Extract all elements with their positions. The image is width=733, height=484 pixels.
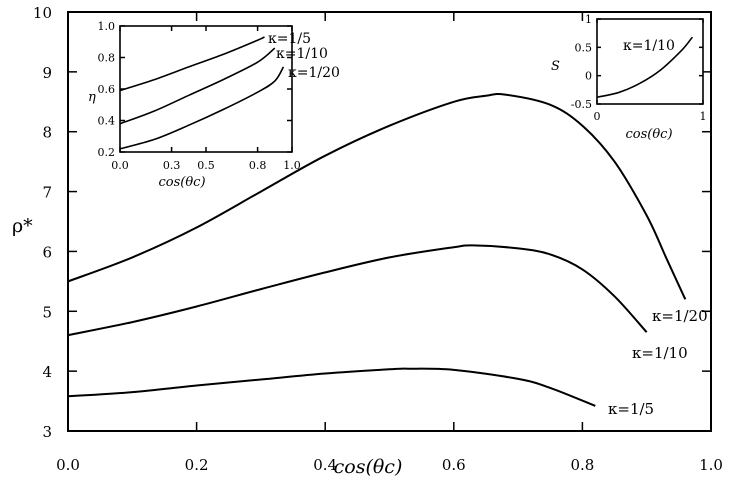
inset-eta-x-tick-label: 0.5: [197, 159, 215, 172]
inset-s-tick-labels: 0 1-0.500.51: [571, 13, 707, 123]
main-plot-frame: [67, 11, 712, 432]
inset-eta-x-tick-label: 0.8: [249, 159, 267, 172]
main-x-tick-label: 0.8: [570, 456, 594, 474]
inset-eta-label-kappa-1-5: κ=1/5: [268, 31, 311, 47]
inset-eta-label-kappa-1-20: κ=1/20: [288, 65, 340, 81]
main-y-tick-label: 3: [42, 423, 52, 441]
main-y-tick-label: 5: [42, 303, 52, 321]
inset-s-x-tick-label: 0: [594, 110, 601, 123]
inset-eta-background: [120, 26, 292, 152]
inset-eta-curves: [119, 36, 285, 150]
inset-s-background: [597, 19, 703, 104]
main-y-tick-label: 10: [33, 4, 52, 22]
inset-eta-y-tick-label: 0.4: [98, 115, 116, 128]
inset-s-curves: [596, 36, 694, 98]
inset-eta-y-tick-label: 1.0: [98, 20, 116, 33]
inset-eta-y-tick-label: 0.2: [98, 146, 116, 159]
main-series-line-2: [67, 244, 648, 337]
main-x-tick-label: 0.4: [313, 456, 337, 474]
main-series-line-1: [67, 92, 687, 300]
main-x-tick-label: 0.0: [56, 456, 80, 474]
inset-eta-series-line-2: [119, 47, 276, 125]
inset-s-y-axis-label: S: [551, 59, 560, 74]
main-x-axis-label: cos(θc): [334, 456, 403, 478]
inset-eta-x-axis-label: cos(θc): [158, 175, 205, 190]
main-label-kappa-1-10: κ=1/10: [632, 344, 688, 362]
main-y-tick-label: 4: [42, 363, 52, 381]
inset-eta-frame: [119, 25, 293, 153]
main-label-kappa-1-5: κ=1/5: [608, 400, 654, 418]
main-y-tick-label: 7: [42, 184, 52, 202]
inset-s-y-tick-label: 1: [585, 13, 592, 26]
main-curves: [67, 92, 687, 407]
inset-s-frame: [596, 18, 704, 105]
main-x-tick-label: 0.6: [442, 456, 466, 474]
inset-s-y-tick-label: -0.5: [571, 98, 592, 111]
main-y-tick-label: 8: [42, 124, 52, 142]
inset-s-series-line-1: [596, 36, 694, 98]
inset-eta-tick-labels: 0.0 0.3 0.5 0.8 1.0 0.2 0.4 0.6 0.8 1.0: [98, 20, 301, 172]
inset-s-x-axis-label: cos(θc): [625, 127, 672, 142]
inset-s-x-tick-label: 1: [700, 110, 707, 123]
inset-eta-series-line-3: [119, 66, 285, 150]
inset-eta-plot: 0.0 0.3 0.5 0.8 1.0 0.2 0.4 0.6 0.8 1.0: [98, 20, 301, 172]
inset-eta-x-tick-label: 1.0: [283, 159, 301, 172]
inset-eta-y-axis-label: η: [88, 90, 96, 105]
inset-s-plot: 0 1-0.500.51: [571, 13, 707, 123]
main-y-tick-label: 6: [42, 243, 52, 261]
inset-s-y-tick-label: 0.5: [575, 41, 593, 54]
inset-eta-y-tick-label: 0.8: [98, 52, 116, 65]
inset-s-label-kappa-1-10: κ=1/10: [623, 38, 675, 54]
inset-s-y-tick-label: 0: [585, 70, 592, 83]
main-label-kappa-1-20: κ=1/20: [652, 307, 708, 325]
inset-eta-x-tick-label: 0.3: [163, 159, 181, 172]
main-y-tick-label: 9: [42, 64, 52, 82]
inset-eta-x-tick-label: 0.0: [111, 159, 129, 172]
main-series-line-3: [67, 367, 596, 407]
main-x-tick-label: 1.0: [699, 456, 723, 474]
inset-eta-series-line-1: [119, 36, 265, 92]
inset-eta-label-kappa-1-10: κ=1/10: [276, 46, 328, 62]
inset-eta-y-tick-label: 0.6: [98, 83, 116, 96]
main-y-axis-label: ρ*: [12, 215, 33, 237]
main-x-tick-label: 0.2: [185, 456, 209, 474]
